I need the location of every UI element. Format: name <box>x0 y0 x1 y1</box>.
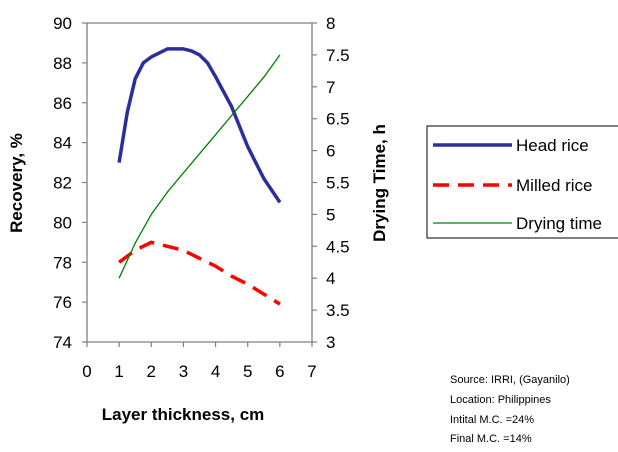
x-axis-title: Layer thickness, cm <box>102 405 265 424</box>
x-tick-label: 7 <box>307 362 316 381</box>
x-tick-label: 5 <box>243 362 252 381</box>
y-right-tick-label: 5 <box>326 205 335 224</box>
y-left-tick-label: 88 <box>53 54 72 73</box>
annotation-location: Location: Philippines <box>450 394 551 406</box>
left-y-axis-title: Recovery, % <box>7 133 26 233</box>
y-left-tick-label: 82 <box>53 174 72 193</box>
source-annotation: Source: IRRI, (Gayanilo) Location: Phili… <box>450 374 570 445</box>
legend: Head rice Milled rice Drying time <box>426 125 618 239</box>
legend-label-milled-rice: Milled rice <box>516 176 593 195</box>
series-line-drying-time <box>118 54 281 279</box>
x-tick-label: 6 <box>275 362 284 381</box>
x-tick-label: 2 <box>147 362 156 381</box>
annotation-final-mc: Final M.C. =14% <box>450 433 532 445</box>
annotation-source: Source: IRRI, (Gayanilo) <box>450 374 570 386</box>
right-y-axis-title: Drying Time, h <box>370 124 389 242</box>
y-right-tick-label: 7.5 <box>326 46 350 65</box>
y-left-tick-label: 86 <box>53 94 72 113</box>
y-left-tick-label: 80 <box>53 213 72 232</box>
y-right-tick-label: 5.5 <box>326 174 350 193</box>
x-tick-label: 4 <box>211 362 220 381</box>
annotation-initial-mc: Intital M.C. =24% <box>450 414 534 426</box>
x-tick-label: 3 <box>179 362 188 381</box>
series-line-milled-rice <box>118 240 281 306</box>
y-left-tick-label: 78 <box>53 253 72 272</box>
x-tick-label: 1 <box>114 362 123 381</box>
ticks-layer: 0 1 2 3 4 5 6 774767880828486889033.544.555.566… <box>53 14 350 381</box>
series-layer <box>117 47 282 306</box>
series-line-head-rice <box>117 47 282 204</box>
y-right-tick-label: 7 <box>326 78 335 97</box>
x-tick-label: 0 <box>82 362 91 381</box>
y-left-tick-label: 74 <box>53 333 72 352</box>
y-left-tick-label: 76 <box>53 293 72 312</box>
legend-frame <box>426 125 618 239</box>
y-left-tick-label: 90 <box>53 14 72 33</box>
y-left-tick-label: 84 <box>53 134 72 153</box>
y-right-tick-label: 4 <box>326 269 335 288</box>
y-right-tick-label: 3.5 <box>326 301 350 320</box>
legend-label-head-rice: Head rice <box>516 136 589 155</box>
y-right-tick-label: 6 <box>326 142 335 161</box>
legend-label-drying-time: Drying time <box>516 214 602 233</box>
y-right-tick-label: 6.5 <box>326 110 350 129</box>
y-right-tick-label: 3 <box>326 333 335 352</box>
y-right-tick-label: 8 <box>326 14 335 33</box>
y-right-tick-label: 4.5 <box>326 237 350 256</box>
